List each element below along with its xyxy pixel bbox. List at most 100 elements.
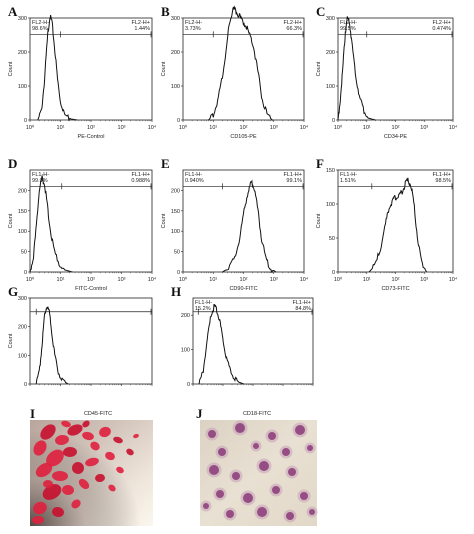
cell-nucleus [243, 493, 253, 503]
red-cell-cluster [52, 470, 68, 482]
gate-negative-name: FL1-H- [340, 172, 357, 178]
x-tick-label: 10¹ [363, 277, 371, 283]
x-tick-label: 10⁴ [300, 276, 309, 283]
red-cell-cluster [33, 440, 47, 456]
panel-label-i: I [30, 406, 35, 421]
x-tick-label: 10¹ [57, 277, 65, 283]
panel-label-c: C [316, 4, 325, 19]
cell-nucleus [218, 448, 226, 456]
x-tick-label: 10³ [270, 277, 278, 283]
gate-negative-name: FL1-H- [195, 300, 212, 306]
red-cell-cluster [82, 420, 90, 428]
x-tick-label: 10³ [270, 125, 278, 131]
y-tick-label: 150 [18, 209, 27, 215]
x-tick-label: 10⁰ [26, 276, 35, 283]
cell-nucleus [257, 507, 267, 517]
cell-nucleus [203, 503, 209, 509]
red-cell-cluster [67, 424, 83, 436]
red-cell-cluster [63, 446, 77, 458]
red-cell-cluster [108, 484, 116, 492]
chart-panel-d: D 0 50 100 150 200 10⁰ 10¹ 10² 10³ 10⁴ FITC-Control… [8, 156, 157, 292]
gate-negative-value: 1.51% [340, 178, 356, 184]
y-tick-label: 300 [171, 16, 180, 22]
y-tick-label: 100 [326, 202, 335, 208]
photo-panel-j: J CD18-FITC [196, 406, 318, 526]
y-tick-label: 200 [18, 325, 27, 331]
red-cell-cluster [43, 479, 53, 489]
red-cell-cluster [42, 484, 62, 500]
y-tick-label: 0 [187, 382, 190, 388]
x-axis-title: CD73-FITC [381, 286, 409, 292]
x-tick-label: 10³ [420, 125, 428, 131]
chart-panel-g: G 0 100 200 300 Count [8, 284, 153, 388]
gate-positive-value: 66.3% [286, 26, 302, 32]
red-cell-cluster [62, 484, 74, 496]
y-axis-title: Count [316, 61, 322, 76]
panel-label-b: B [161, 4, 170, 19]
red-cell-cluster [61, 420, 71, 428]
cell-nucleus [259, 461, 269, 471]
panel-label-e: E [161, 156, 170, 171]
x-tick-label: 10¹ [57, 125, 65, 131]
x-tick-label: 10² [87, 277, 95, 283]
gate-positive-name: FL1-H+ [284, 172, 303, 178]
x-tick-label: 10¹ [363, 125, 371, 131]
chart-panel-a: A 0 100 200 300 10⁰ 10¹ 10² 10³ 10⁴ PE-Control Coun… [8, 4, 157, 140]
x-tick-label: 10³ [118, 125, 126, 131]
gate-negative-name: FL2-H- [340, 20, 357, 26]
plot-frame [29, 17, 153, 121]
y-tick-label: 200 [181, 313, 190, 319]
y-tick-label: 0 [177, 270, 180, 276]
y-axis-title: Count [8, 333, 14, 348]
x-tick-label: 10⁰ [179, 276, 188, 283]
red-cell-cluster [52, 506, 64, 518]
y-tick-label: 300 [326, 16, 335, 22]
y-axis-title: Count [161, 213, 167, 228]
x-tick-label: 10⁰ [334, 276, 343, 283]
panel-label-d: D [8, 156, 17, 171]
y-tick-label: 200 [18, 188, 27, 194]
y-tick-label: 50 [174, 250, 180, 256]
histogram-curve [368, 177, 427, 273]
cell-nucleus [272, 486, 280, 494]
chart-panel-b: B 0 100 200 300 10⁰ 10¹ 10² 10³ 10⁴ CD105-PE Count F… [161, 4, 309, 140]
red-cell-cluster [78, 478, 90, 490]
y-tick-label: 200 [171, 50, 180, 56]
x-tick-label: 10⁴ [148, 276, 157, 283]
y-tick-label: 100 [18, 353, 27, 359]
gate-negative-name: FL2-H- [185, 20, 202, 26]
photo-panel-i: I CD45-FITC [30, 406, 153, 526]
gate-negative-value: 3.73% [185, 26, 201, 32]
plot-frame [182, 169, 305, 273]
y-tick-label: 100 [18, 84, 27, 90]
y-tick-label: 200 [326, 50, 335, 56]
gate-negative-value: 15.2% [195, 306, 211, 312]
gate-positive-name: FL1-H+ [293, 300, 312, 306]
y-tick-label: 0 [24, 118, 27, 124]
cell-nucleus [309, 509, 315, 515]
red-cell-cluster [82, 431, 94, 441]
gate-positive-name: FL2-H+ [284, 20, 303, 26]
gate-positive-name: FL1-H+ [433, 172, 452, 178]
x-tick-label: 10⁴ [449, 276, 458, 283]
y-tick-label: 150 [326, 168, 335, 174]
y-tick-label: 100 [171, 84, 180, 90]
x-tick-label: 10⁴ [449, 124, 458, 131]
red-cell-cluster [126, 448, 134, 456]
histogram-curve [37, 14, 78, 122]
cell-nucleus [216, 490, 224, 498]
y-tick-label: 300 [18, 296, 27, 302]
x-tick-label: 10⁰ [334, 124, 343, 131]
cell-nucleus [253, 443, 259, 449]
cell-nucleus [286, 512, 294, 520]
x-tick-label: 10⁴ [148, 124, 157, 131]
y-axis-title: Count [161, 61, 167, 76]
x-tick-label: 10⁴ [300, 124, 309, 131]
y-axis-title: Count [8, 213, 14, 228]
photo-title-cd18: CD18-FITC [243, 411, 271, 417]
red-cell-cluster [99, 426, 111, 438]
y-tick-label: 50 [329, 236, 335, 242]
red-cell-cluster [71, 499, 81, 509]
gate-positive-value: 0.474% [432, 26, 451, 32]
